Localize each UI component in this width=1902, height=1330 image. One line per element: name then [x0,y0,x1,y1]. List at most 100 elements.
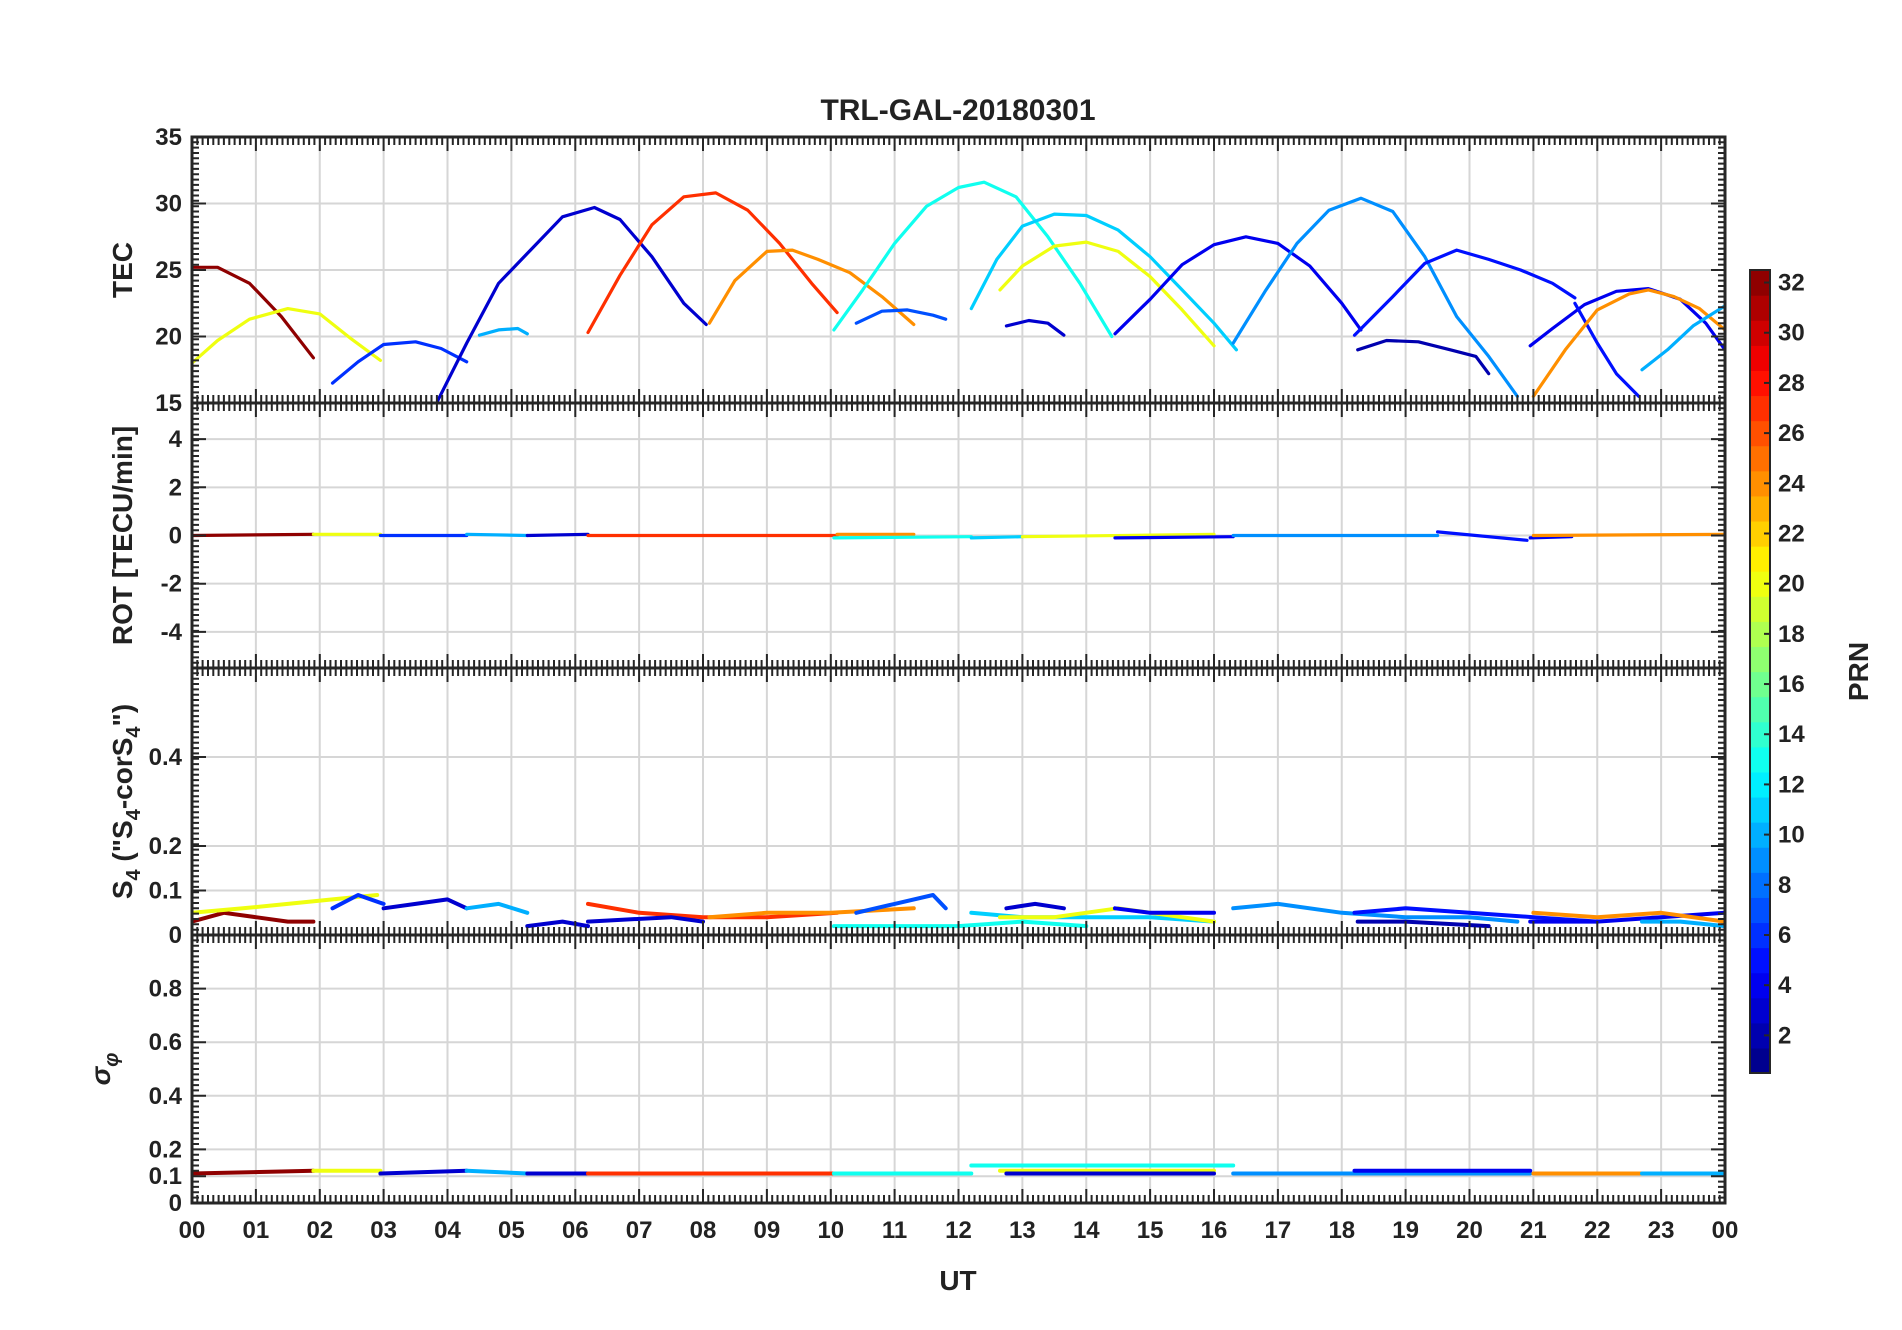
y-tick-label: 35 [155,124,182,151]
series-line-prn-3 [1004,318,1066,337]
series-line-prn-10 [464,1168,530,1176]
x-tick-label: 18 [1328,1217,1355,1244]
colorbar-swatch [1750,721,1770,748]
y-tick-label: 0 [169,1190,182,1217]
x-tick-label: 01 [243,1217,270,1244]
series-line-prn-3 [381,897,469,911]
series-line-prn-5 [1352,248,1577,337]
x-tick-label: 20 [1456,1217,1483,1244]
colorbar-tick-label: 18 [1778,621,1805,648]
y-tick-label: -2 [161,571,182,598]
series-line-prn-13 [832,535,973,540]
x-axis-label: UT [939,1265,976,1296]
x-tick-label: 04 [434,1217,461,1244]
series-line-prn-5 [1352,906,1600,924]
series-line-prn-32 [192,265,315,360]
series-line-prn-10 [464,901,530,915]
colorbar-swatch [1750,270,1770,296]
x-tick-label: 19 [1392,1217,1419,1244]
series-line-prn-3 [378,1168,469,1176]
x-tick-label: 14 [1073,1217,1100,1244]
colorbar-swatch [1750,847,1770,873]
colorbar-tick-label: 2 [1778,1022,1791,1049]
series-line-prn-10 [465,532,529,538]
y-tick-label: 0.6 [149,1029,182,1056]
colorbar-swatch [1750,320,1770,346]
series-line-prn-24 [1531,910,1725,924]
colorbar-swatch [1750,897,1770,924]
x-tick-label: 07 [626,1217,653,1244]
y-tick-label: 0.4 [149,744,183,771]
series-line-prn-3 [436,205,708,402]
series-line-prn-20 [192,893,380,915]
colorbar-tick-label: 20 [1778,571,1805,598]
series-line-prn-10 [1640,304,1725,372]
series-group [192,893,1725,929]
y-tick-label: 25 [155,257,182,284]
x-tick-label: 03 [370,1217,397,1244]
series-line-prn-4 [1113,235,1363,336]
y-tick-label: -4 [161,619,183,646]
y-tick-label: 0.1 [149,1163,182,1190]
y-tick-label: 0 [169,922,182,949]
y-tick-label: 0 [169,523,182,550]
series-line-prn-9 [1231,196,1520,398]
x-tick-label: 00 [179,1217,206,1244]
series-line-prn-32 [192,1168,316,1176]
colorbar-tick-label: 28 [1778,370,1805,397]
colorbar-swatch [1750,520,1770,547]
series-line-prn-27 [586,191,839,335]
series-line-prn-3 [1004,901,1066,911]
series-line-prn-5 [1435,530,1529,542]
colorbar-tick-label: 14 [1778,721,1805,748]
colorbar-frame [1749,269,1771,1074]
colorbar-swatch [1750,947,1770,974]
y-axis-label: S4 ("S4-corS4") [107,704,145,899]
series-line-prn-4 [1528,910,1725,924]
colorbar-tick-label: 24 [1778,470,1805,497]
panel-rot: -4 -2 0 2 4 ROT [TECU/min] [107,401,1727,670]
colorbar-swatch [1750,571,1770,597]
chart-title: TRL-GAL-20180301 [820,94,1095,127]
y-tick-label: 2 [169,474,182,501]
x-tick-label: 15 [1137,1217,1164,1244]
x-tick-label: 11 [882,1217,907,1244]
y-axis-label: ROT [TECU/min] [107,426,138,645]
series-line-prn-4 [1113,906,1216,915]
y-tick-label: 0.4 [149,1083,183,1110]
colorbar-swatch [1750,546,1770,572]
colorbar-swatch [1750,420,1770,447]
colorbar-swatch [1750,345,1770,371]
series-line-prn-10 [1640,919,1725,929]
x-tick-label: 23 [1648,1217,1675,1244]
x-tick-label: 08 [690,1217,717,1244]
colorbar-swatch [1750,746,1770,773]
series-line-prn-27 [586,901,840,920]
colorbar-tick-label: 16 [1778,671,1805,698]
series-line-prn-7 [854,308,948,325]
panel-tec: 20 25 30 35 15 TEC [107,124,1727,417]
panel-s4: 0 0.1 0.2 0.4S4 ("S4-corS4") [107,666,1727,949]
series-line-prn-11 [969,212,1239,352]
y-tick-label: 4 [169,426,183,453]
y-tick-label: 0.8 [149,976,182,1003]
colorbar-swatch [1750,1022,1770,1049]
x-tick-label: 02 [306,1217,333,1244]
colorbar-swatch [1750,972,1770,999]
colorbar-swatch [1750,771,1770,798]
series-group [192,180,1725,402]
series-line-prn-32 [192,910,316,924]
series-line-prn-24 [707,248,916,327]
series-line-prn-7 [854,893,948,915]
x-tick-labels: 00 01 02 03 04 05 06 07 08 09 10 11 12 13 14 15 16 17 18 19… [179,1217,1739,1244]
x-tick-label: 12 [945,1217,972,1244]
colorbar-swatch [1750,872,1770,898]
x-tick-label: 16 [1201,1217,1228,1244]
series-line-prn-6 [330,893,386,911]
series-group [192,1163,1725,1176]
x-tick-label: 09 [754,1217,781,1244]
colorbar-tick-label: 10 [1778,822,1805,849]
axes-frame [190,933,1727,1205]
series-line-prn-3 [525,919,590,929]
series-group [192,530,1725,542]
